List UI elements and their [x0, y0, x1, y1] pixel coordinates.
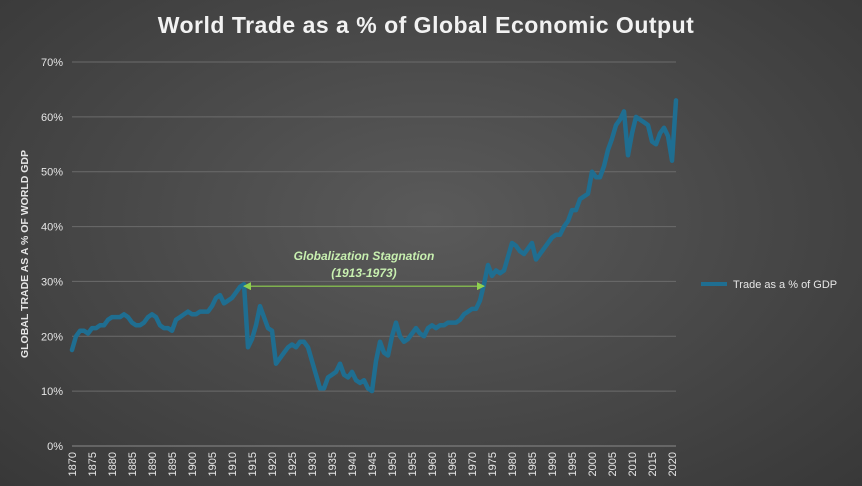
x-tick-label: 1990 [547, 452, 559, 476]
x-tick-label: 1900 [187, 452, 199, 476]
x-tick-label: 1975 [487, 452, 499, 476]
x-tick-label: 1890 [147, 452, 159, 476]
x-tick-label: 1950 [387, 452, 399, 476]
x-tick-label: 2020 [667, 452, 679, 476]
chart-title: World Trade as a % of Global Economic Ou… [157, 12, 695, 38]
y-tick-label: 70% [41, 57, 63, 69]
x-tick-label: 2005 [607, 452, 619, 476]
x-tick-label: 1925 [287, 452, 299, 476]
x-tick-label: 1915 [247, 452, 259, 476]
x-tick-label: 1985 [527, 452, 539, 476]
x-tick-label: 1910 [227, 452, 239, 476]
x-axis-ticks: 1870 1875 1880 1885 1890 1895 1900 1905 1910 1915… [67, 452, 679, 476]
y-tick-label: 60% [41, 112, 63, 124]
x-tick-label: 1980 [507, 452, 519, 476]
x-tick-label: 1940 [347, 452, 359, 476]
y-axis-label: GLOBAL TRADE AS A % OF WORLD GDP [19, 150, 31, 358]
x-tick-label: 2000 [587, 452, 599, 476]
x-tick-label: 1875 [87, 452, 99, 476]
x-tick-label: 1930 [307, 452, 319, 476]
x-tick-label: 1905 [207, 452, 219, 476]
x-tick-label: 1885 [127, 452, 139, 476]
series-line [69, 98, 679, 394]
x-tick-label: 1945 [367, 452, 379, 476]
x-tick-label: 1955 [407, 452, 419, 476]
x-tick-label: 1965 [447, 452, 459, 476]
x-tick-label: 1870 [67, 452, 79, 476]
y-tick-label: 20% [41, 331, 63, 343]
x-tick-label: 1960 [427, 452, 439, 476]
annotation-title: Globalization Stagnation [294, 249, 435, 263]
annotation-subtitle: (1913-1973) [331, 266, 396, 280]
x-tick-label: 1880 [107, 452, 119, 476]
series-group [69, 98, 679, 394]
y-tick-label: 0% [47, 441, 63, 453]
x-tick-label: 2015 [647, 452, 659, 476]
y-tick-label: 40% [41, 222, 63, 234]
x-tick-label: 1895 [167, 452, 179, 476]
x-tick-label: 2010 [627, 452, 639, 476]
annotation-group: Globalization Stagnation (1913-1973) [243, 249, 485, 291]
y-tick-label: 50% [41, 167, 63, 179]
x-tick-label: 1970 [467, 452, 479, 476]
x-tick-label: 1995 [567, 452, 579, 476]
legend: Trade as a % of GDP [701, 279, 837, 291]
x-tick-label: 1935 [327, 452, 339, 476]
x-tick-label: 1920 [267, 452, 279, 476]
y-tick-label: 10% [41, 386, 63, 398]
y-tick-label: 30% [41, 276, 63, 288]
y-axis-ticks: 0% 10% 20% 30% 40% 50% 60% 70% [41, 57, 63, 453]
legend-label: Trade as a % of GDP [733, 279, 837, 291]
